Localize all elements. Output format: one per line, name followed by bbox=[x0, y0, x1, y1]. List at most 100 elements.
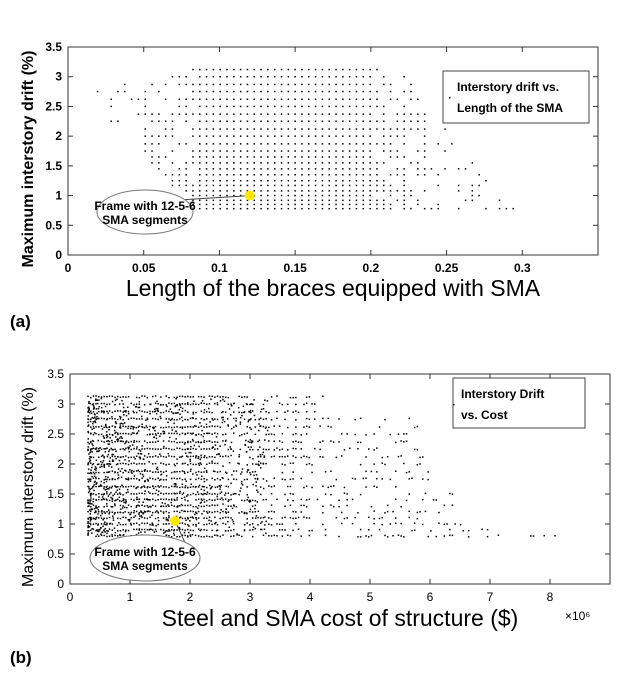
scatter-point bbox=[124, 442, 126, 445]
scatter-point bbox=[301, 150, 303, 152]
scatter-point bbox=[197, 504, 200, 507]
scatter-point bbox=[138, 406, 141, 409]
scatter-point bbox=[321, 162, 324, 164]
scatter-point bbox=[342, 156, 344, 158]
scatter-point bbox=[114, 418, 116, 420]
scatter-point bbox=[212, 156, 215, 158]
scatter-point bbox=[411, 477, 413, 479]
scatter-point bbox=[357, 448, 359, 450]
scatter-point bbox=[239, 168, 242, 170]
scatter-point bbox=[478, 194, 480, 197]
scatter-point bbox=[328, 168, 330, 170]
scatter-point bbox=[383, 105, 385, 108]
scatter-point bbox=[108, 426, 110, 428]
scatter-point bbox=[190, 445, 192, 448]
scatter-point bbox=[233, 105, 235, 108]
scatter-point bbox=[119, 462, 122, 465]
scatter-point bbox=[158, 143, 160, 145]
scatter-point bbox=[395, 498, 397, 500]
scatter-point bbox=[190, 452, 192, 454]
scatter-point bbox=[216, 534, 218, 537]
scatter-point bbox=[152, 426, 154, 429]
scatter-point bbox=[287, 403, 289, 406]
scatter-point bbox=[214, 534, 216, 536]
scatter-point bbox=[115, 486, 117, 488]
scatter-point bbox=[157, 432, 159, 434]
scatter-point bbox=[410, 194, 412, 197]
scatter-point bbox=[256, 501, 259, 503]
scatter-point bbox=[103, 511, 105, 513]
scatter-point bbox=[235, 478, 238, 481]
scatter-point bbox=[144, 150, 146, 152]
scatter-point bbox=[384, 463, 386, 466]
scatter-point bbox=[342, 199, 344, 202]
scatter-point bbox=[410, 190, 412, 192]
scatter-point bbox=[216, 432, 219, 435]
scatter-point bbox=[462, 530, 464, 532]
scatter-point bbox=[187, 500, 189, 502]
scatter-point bbox=[200, 448, 203, 450]
scatter-point bbox=[396, 168, 399, 170]
scatter-point bbox=[301, 156, 303, 158]
scatter-point bbox=[386, 456, 389, 458]
scatter-point bbox=[341, 455, 343, 457]
scatter-point bbox=[243, 529, 246, 532]
scatter-point bbox=[395, 522, 397, 525]
scatter-point bbox=[149, 425, 151, 428]
scatter-point bbox=[117, 90, 119, 93]
scatter-point bbox=[143, 469, 146, 471]
scatter-point bbox=[408, 510, 410, 513]
scatter-point bbox=[167, 452, 170, 455]
scatter-point bbox=[319, 441, 321, 443]
scatter-point bbox=[212, 83, 215, 86]
scatter-point bbox=[138, 524, 141, 526]
scatter-point bbox=[301, 207, 303, 210]
scatter-point bbox=[136, 496, 138, 499]
scatter-point bbox=[203, 486, 205, 488]
scatter-point bbox=[87, 532, 89, 534]
scatter-point bbox=[112, 448, 114, 451]
scatter-point bbox=[348, 68, 351, 71]
scatter-point bbox=[224, 516, 227, 519]
scatter-point bbox=[122, 471, 124, 474]
scatter-point bbox=[354, 433, 356, 436]
scatter-point bbox=[127, 511, 130, 514]
scatter-point bbox=[232, 493, 235, 495]
scatter-point bbox=[308, 426, 311, 428]
scatter-point bbox=[376, 184, 378, 187]
scatter-point bbox=[284, 411, 286, 413]
scatter-point bbox=[195, 511, 197, 513]
scatter-point bbox=[110, 447, 112, 450]
scatter-point bbox=[123, 501, 125, 504]
scatter-point bbox=[129, 518, 131, 521]
scatter-point bbox=[383, 143, 385, 145]
scatter-point bbox=[459, 523, 462, 526]
scatter-point bbox=[395, 470, 397, 472]
scatter-point bbox=[249, 409, 252, 412]
scatter-point bbox=[96, 507, 98, 509]
scatter-point bbox=[203, 478, 205, 480]
scatter-point bbox=[403, 168, 405, 170]
scatter-point bbox=[274, 76, 276, 78]
scatter-point bbox=[189, 535, 192, 538]
scatter-point bbox=[149, 477, 151, 479]
scatter-point bbox=[260, 174, 262, 176]
scatter-point bbox=[189, 426, 192, 428]
scatter-point bbox=[171, 429, 174, 431]
scatter-point bbox=[389, 207, 392, 210]
scatter-point bbox=[111, 411, 114, 414]
scatter-point bbox=[328, 174, 330, 176]
scatter-point bbox=[308, 184, 310, 187]
scatter-point bbox=[122, 462, 124, 465]
scatter-point bbox=[153, 427, 155, 430]
scatter-point bbox=[95, 467, 98, 469]
x-tick-label: 0.3 bbox=[514, 261, 531, 275]
scatter-point bbox=[104, 451, 107, 453]
scatter-point bbox=[122, 396, 124, 398]
scatter-point bbox=[143, 517, 146, 519]
scatter-point bbox=[100, 523, 103, 525]
scatter-point bbox=[292, 510, 294, 513]
scatter-point bbox=[137, 406, 139, 409]
scatter-point bbox=[246, 120, 249, 122]
scatter-point bbox=[278, 425, 281, 427]
